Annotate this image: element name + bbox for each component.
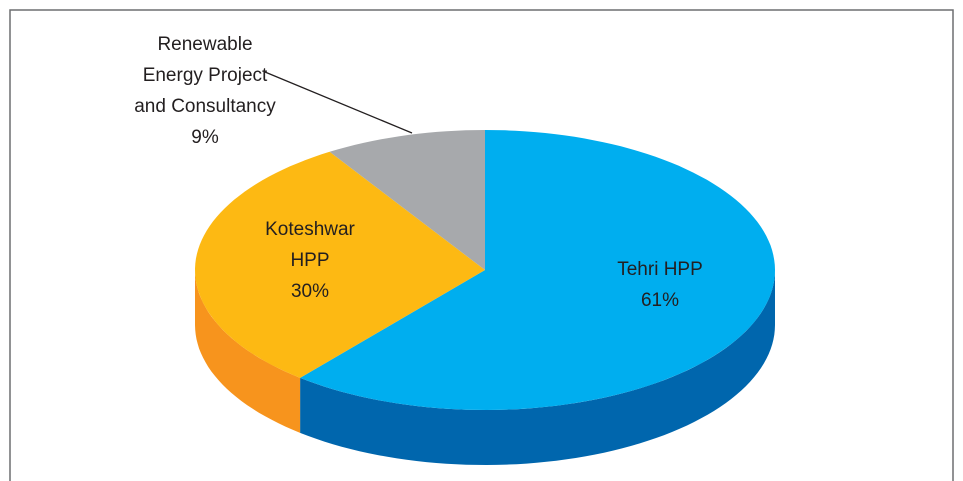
label-line: Tehri HPP <box>617 259 703 280</box>
label-line: Koteshwar <box>265 219 355 240</box>
value-label: 9% <box>191 127 219 148</box>
label-line: HPP <box>290 250 329 271</box>
slice-label: Tehri HPP <box>617 259 703 280</box>
label-line: Energy Project <box>143 65 268 86</box>
value-label: 61% <box>641 290 679 311</box>
label-line: Renewable <box>157 34 252 55</box>
label-line: and Consultancy <box>134 96 276 117</box>
value-label: 30% <box>291 281 329 302</box>
slice-label: Renewable Energy Project and Consultancy <box>134 34 276 117</box>
pie-slice <box>195 151 485 378</box>
leader-line <box>264 71 413 134</box>
pie-side <box>195 270 301 433</box>
pie-slice <box>329 130 485 270</box>
pie-slice <box>300 130 775 410</box>
pie-side <box>300 270 775 465</box>
slice-label: Koteshwar HPP <box>265 219 355 271</box>
